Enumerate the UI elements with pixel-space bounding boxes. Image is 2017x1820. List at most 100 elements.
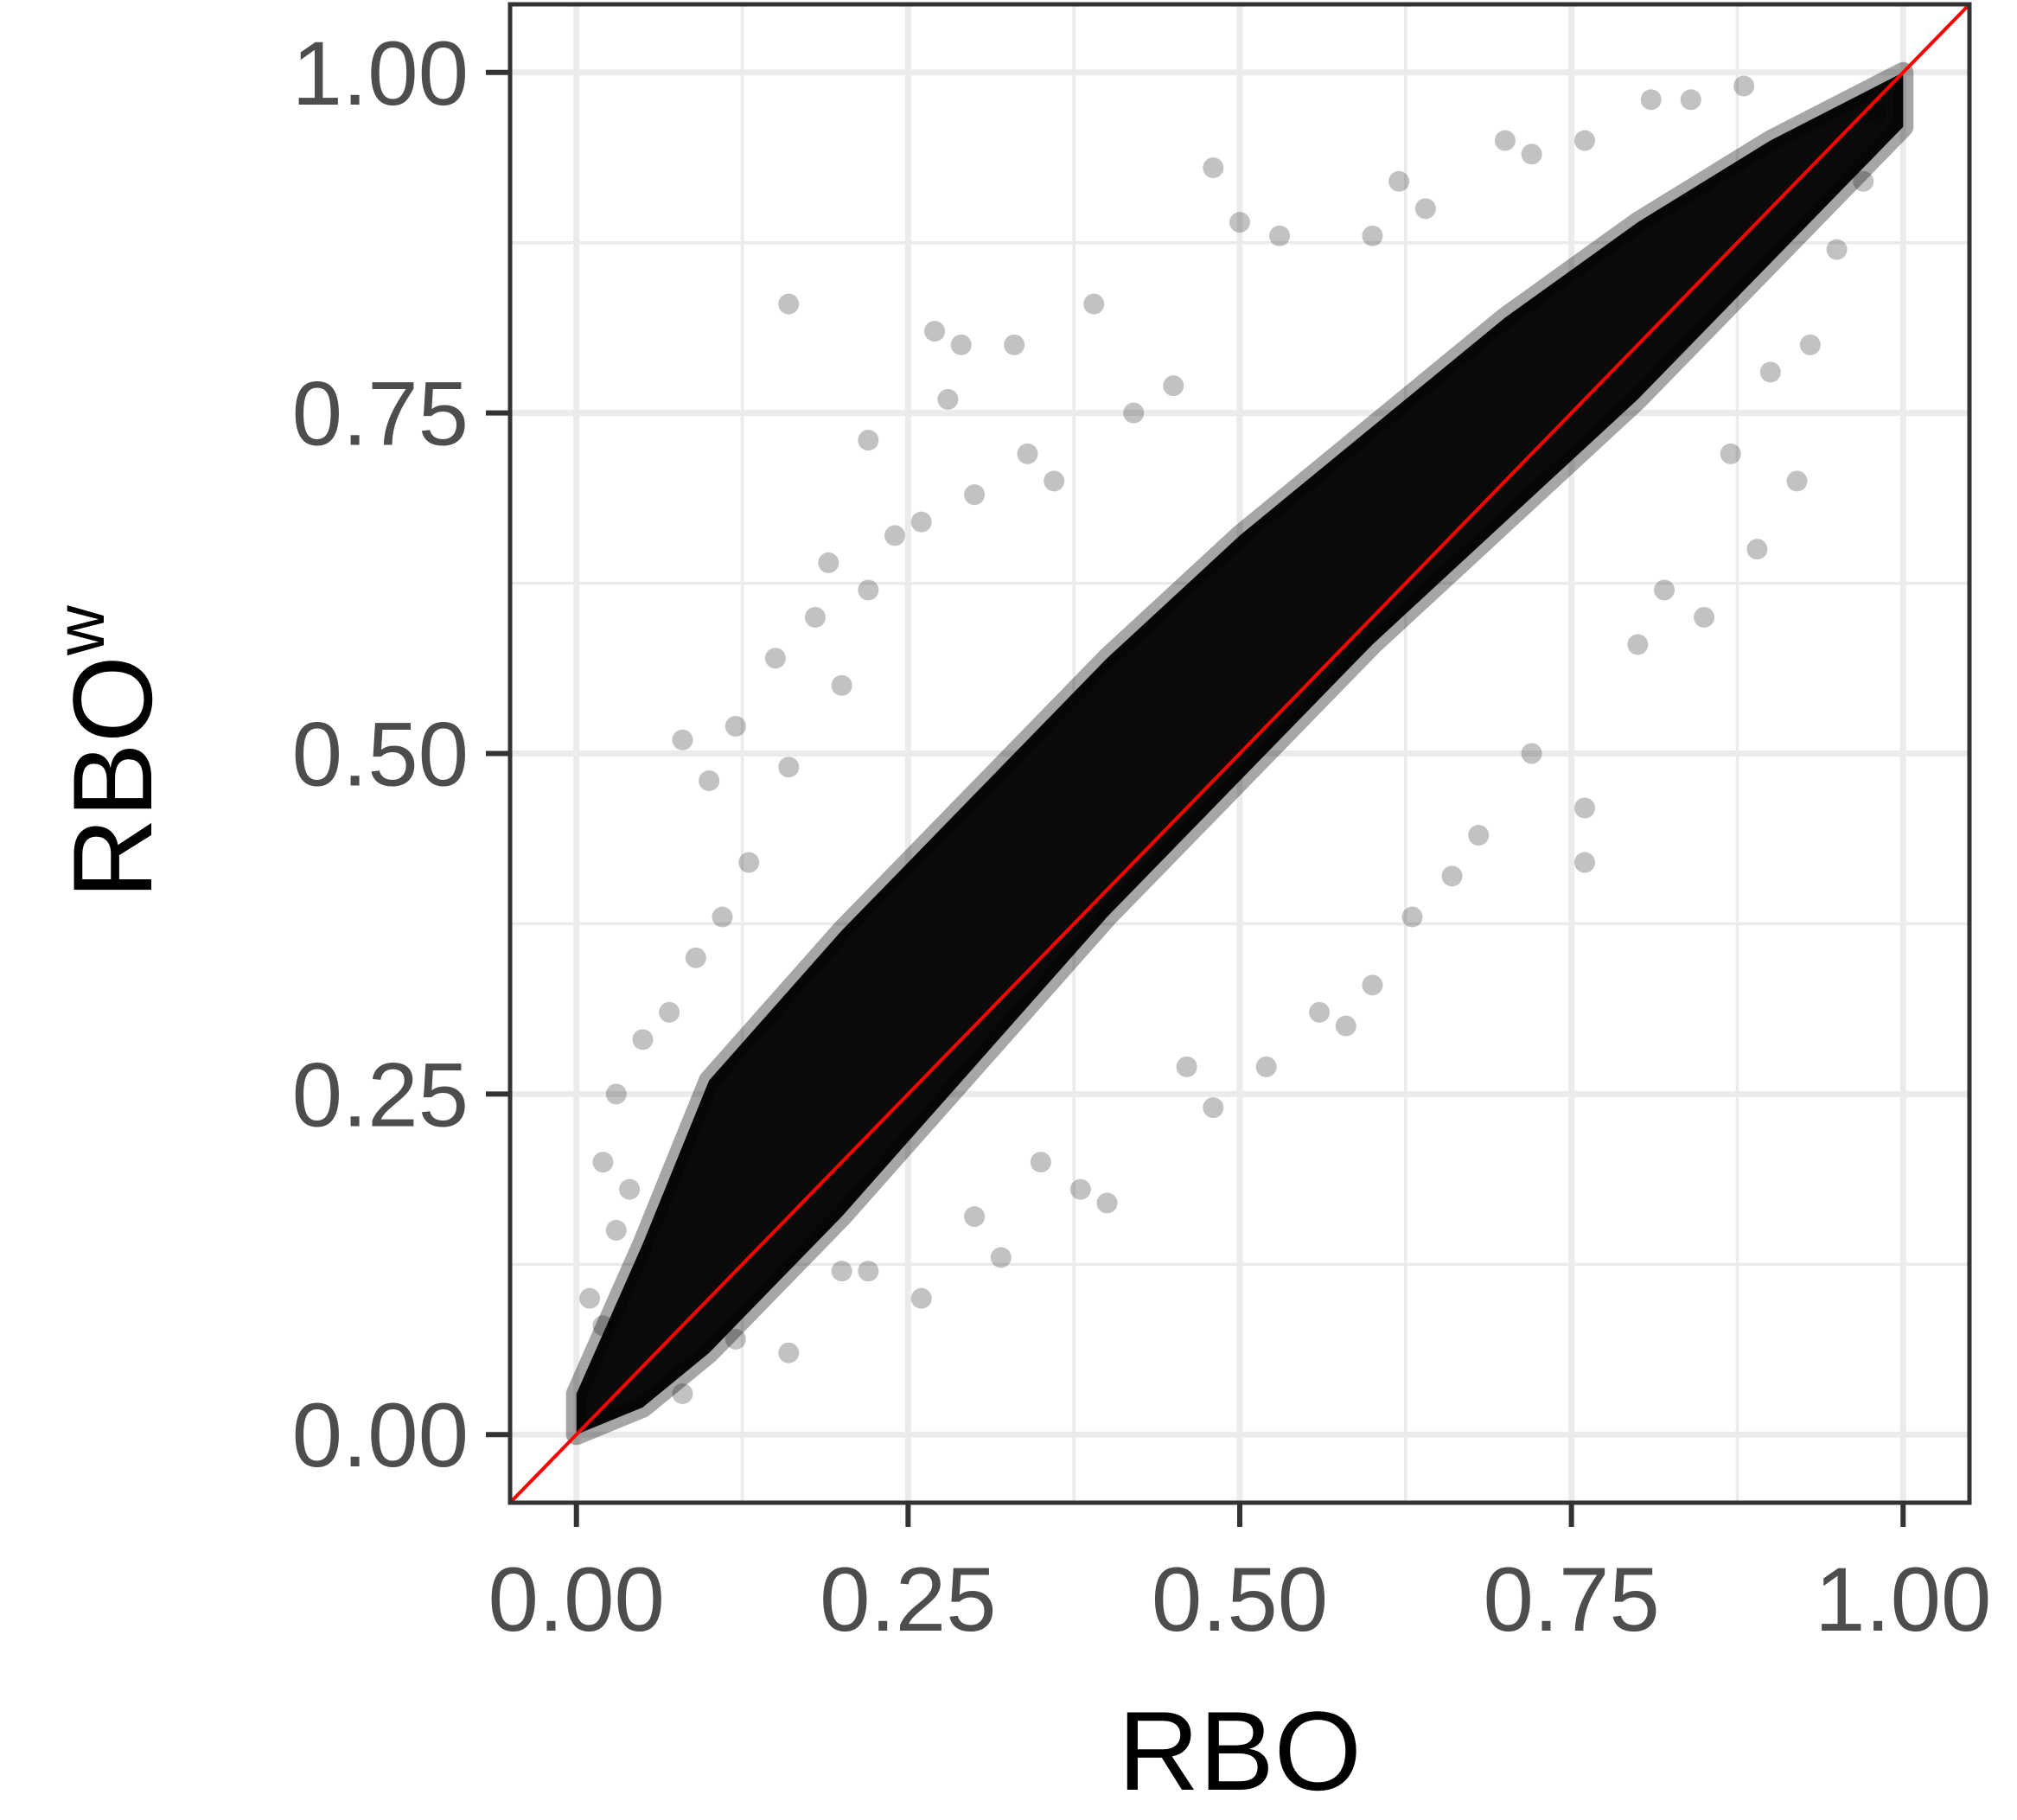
data-point bbox=[1720, 443, 1741, 464]
data-point bbox=[1203, 1097, 1224, 1119]
data-point bbox=[1030, 1152, 1051, 1173]
data-point bbox=[724, 1328, 746, 1350]
data-point bbox=[1746, 539, 1768, 560]
data-point bbox=[632, 1029, 654, 1050]
data-point bbox=[1362, 225, 1383, 246]
data-point bbox=[858, 579, 879, 601]
data-point bbox=[964, 1206, 986, 1228]
data-point bbox=[1362, 974, 1383, 996]
data-point bbox=[1786, 470, 1808, 492]
data-point bbox=[778, 1342, 800, 1363]
data-point bbox=[1441, 865, 1463, 887]
x-tick-label: 0.00 bbox=[488, 1549, 665, 1651]
y-tick-label: 0.50 bbox=[292, 705, 469, 806]
data-point bbox=[964, 484, 986, 506]
data-point bbox=[1866, 103, 1887, 125]
y-axis-title: RBOw bbox=[41, 605, 176, 899]
data-point bbox=[1680, 89, 1701, 111]
data-point bbox=[1069, 1178, 1091, 1200]
data-point bbox=[1573, 797, 1595, 819]
data-point bbox=[712, 906, 733, 928]
data-point bbox=[1083, 293, 1105, 315]
data-point bbox=[1826, 239, 1848, 260]
data-point bbox=[619, 1178, 641, 1200]
data-point bbox=[605, 1219, 627, 1241]
x-tick-label: 0.50 bbox=[1152, 1549, 1328, 1651]
data-point bbox=[1096, 1192, 1118, 1214]
data-point bbox=[1573, 852, 1595, 873]
data-point bbox=[592, 1152, 614, 1173]
data-point bbox=[1017, 443, 1038, 464]
data-point bbox=[1799, 334, 1821, 355]
data-point bbox=[1414, 198, 1436, 220]
data-point bbox=[858, 1261, 879, 1282]
data-point bbox=[1640, 89, 1662, 111]
data-point bbox=[950, 334, 972, 355]
x-axis-ticks: 0.00 0.25 0.50 0.75 1.00 bbox=[488, 1503, 1991, 1651]
data-point bbox=[1573, 130, 1595, 151]
identity-reference-line bbox=[510, 4, 1969, 1503]
data-point bbox=[1521, 144, 1542, 165]
data-point bbox=[1759, 361, 1781, 383]
data-point bbox=[831, 1261, 852, 1282]
data-point bbox=[592, 1315, 614, 1337]
data-point bbox=[818, 552, 839, 573]
data-point bbox=[910, 1287, 932, 1309]
data-point bbox=[1335, 1015, 1356, 1037]
y-axis-title-superscript: w bbox=[41, 605, 118, 656]
data-point bbox=[724, 715, 746, 737]
data-point bbox=[685, 947, 706, 968]
x-tick-label: 0.75 bbox=[1483, 1549, 1659, 1651]
y-axis-ticks: 0.00 0.25 0.50 0.75 1.00 bbox=[292, 23, 510, 1486]
data-point bbox=[1044, 470, 1065, 492]
data-point bbox=[1654, 579, 1676, 601]
y-tick-label: 0.75 bbox=[292, 364, 469, 465]
data-point bbox=[1627, 634, 1649, 655]
data-point bbox=[1004, 334, 1025, 355]
data-point bbox=[990, 1247, 1012, 1268]
data-point bbox=[1163, 375, 1184, 397]
y-tick-label: 1.00 bbox=[292, 23, 469, 125]
data-point bbox=[1229, 212, 1250, 233]
data-point bbox=[1255, 1056, 1277, 1077]
data-point bbox=[1269, 225, 1291, 246]
data-point bbox=[1468, 825, 1490, 846]
data-point bbox=[1494, 130, 1516, 151]
data-point bbox=[1521, 743, 1542, 764]
y-tick-label: 0.00 bbox=[292, 1385, 469, 1486]
data-point bbox=[831, 674, 852, 696]
data-point bbox=[1733, 75, 1755, 97]
y-tick-label: 0.25 bbox=[292, 1044, 469, 1146]
data-point bbox=[858, 430, 879, 451]
data-point bbox=[1203, 157, 1224, 179]
x-tick-label: 1.00 bbox=[1815, 1549, 1991, 1651]
data-point bbox=[778, 293, 800, 315]
data-point bbox=[1401, 906, 1423, 928]
data-point bbox=[1853, 170, 1874, 192]
data-point bbox=[672, 729, 693, 750]
data-point bbox=[778, 757, 800, 778]
data-point bbox=[937, 388, 959, 410]
data-point bbox=[605, 1083, 627, 1105]
data-point bbox=[659, 1001, 680, 1023]
data-point bbox=[1388, 170, 1410, 192]
data-point bbox=[579, 1287, 601, 1309]
data-point bbox=[672, 1383, 693, 1404]
y-axis-title-main: RBO bbox=[49, 655, 176, 899]
data-point bbox=[738, 852, 760, 873]
data-point bbox=[699, 770, 720, 792]
data-point bbox=[1694, 606, 1715, 628]
data-point bbox=[1176, 1056, 1197, 1077]
data-point bbox=[804, 606, 826, 628]
data-point bbox=[1309, 1001, 1331, 1023]
data-point bbox=[924, 321, 946, 342]
data-point bbox=[764, 648, 786, 669]
data-point bbox=[1123, 402, 1145, 424]
data-point bbox=[910, 511, 932, 533]
x-tick-label: 0.25 bbox=[820, 1549, 996, 1651]
data-point bbox=[884, 525, 906, 546]
reference-line-group bbox=[510, 4, 1969, 1503]
x-axis-title: RBO bbox=[1118, 1688, 1362, 1814]
